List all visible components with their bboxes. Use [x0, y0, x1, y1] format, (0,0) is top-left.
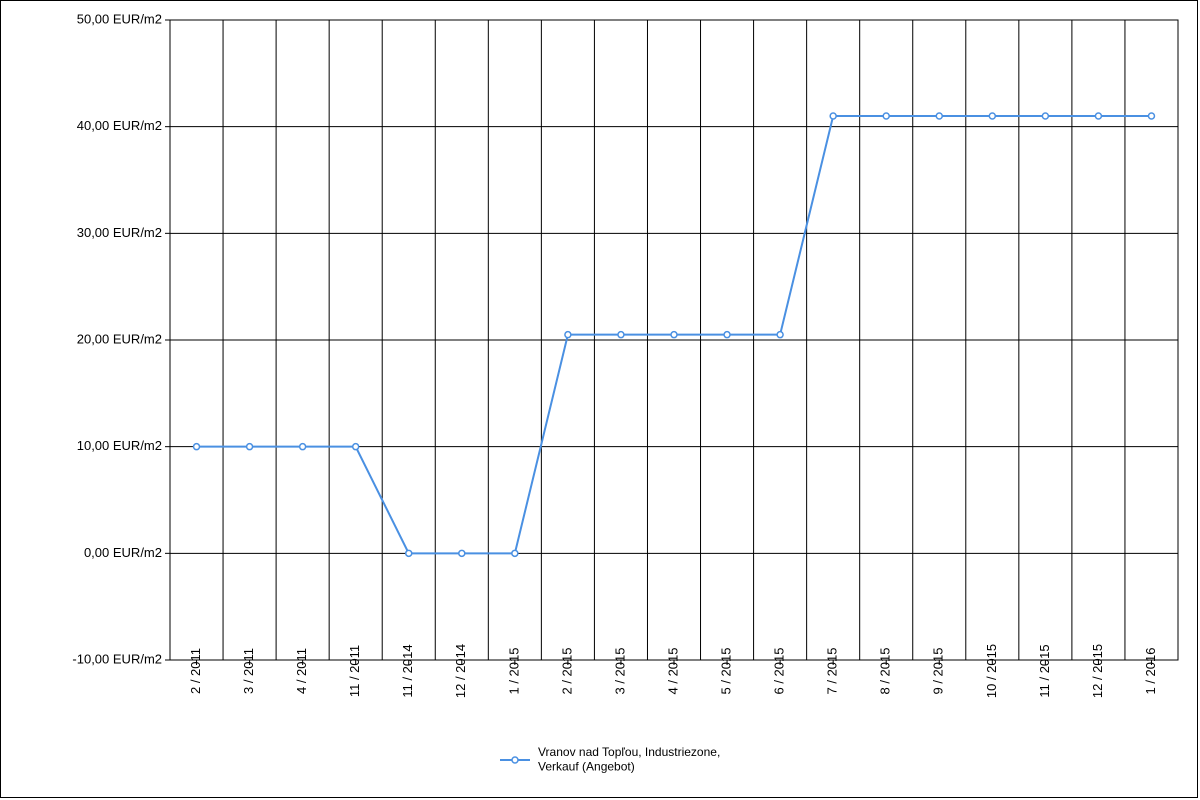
series-marker: [883, 113, 889, 119]
y-tick-label: 20,00 EUR/m2: [77, 331, 162, 346]
y-tick-label: -10,00 EUR/m2: [72, 651, 162, 666]
x-tick-label: 12 / 2014: [453, 644, 468, 698]
x-tick-label: 8 / 2015: [878, 648, 893, 695]
x-tick-label: 4 / 2011: [294, 648, 309, 694]
y-tick-label: 40,00 EUR/m2: [77, 118, 162, 133]
x-tick-label: 1 / 2015: [506, 648, 521, 695]
x-tick-label: 6 / 2015: [772, 648, 787, 695]
series-marker: [1042, 113, 1048, 119]
series-marker: [936, 113, 942, 119]
x-tick-label: 11 / 2014: [400, 644, 415, 697]
x-tick-label: 1 / 2016: [1143, 648, 1158, 695]
line-chart: -10,00 EUR/m2 0,00 EUR/m2 10,00 EUR/m2 20,0…: [0, 0, 1200, 800]
x-tick-label: 5 / 2015: [718, 648, 733, 695]
y-tick-label: 10,00 EUR/m2: [77, 438, 162, 453]
x-tick-label: 3 / 2011: [241, 648, 256, 694]
series-marker: [353, 444, 359, 450]
x-tick-label: 7 / 2015: [825, 648, 840, 695]
x-tick-label: 2 / 2011: [188, 648, 203, 694]
series-marker: [724, 332, 730, 338]
series-marker: [989, 113, 995, 119]
x-tick-label: 9 / 2015: [931, 648, 946, 695]
series-marker: [194, 444, 200, 450]
series-marker: [830, 113, 836, 119]
x-tick-label: 11 / 2011: [347, 645, 362, 697]
series-marker: [247, 444, 253, 450]
series-marker: [671, 332, 677, 338]
series-marker: [459, 550, 465, 556]
legend-marker: [512, 757, 518, 763]
y-tick-label: 30,00 EUR/m2: [77, 225, 162, 240]
series-marker: [300, 444, 306, 450]
series-marker: [1148, 113, 1154, 119]
x-tick-label: 12 / 2015: [1090, 644, 1105, 698]
series-marker: [406, 550, 412, 556]
x-tick-label: 4 / 2015: [665, 648, 680, 695]
series-marker: [618, 332, 624, 338]
series-marker: [565, 332, 571, 338]
x-tick-label: 11 / 2015: [1037, 644, 1052, 697]
x-tick-label: 3 / 2015: [612, 648, 627, 695]
y-tick-label: 50,00 EUR/m2: [77, 11, 162, 26]
x-tick-label: 2 / 2015: [559, 648, 574, 695]
x-tick-label: 10 / 2015: [984, 644, 999, 698]
series-marker: [512, 550, 518, 556]
series-marker: [777, 332, 783, 338]
y-tick-label: 0,00 EUR/m2: [84, 545, 162, 560]
series-marker: [1095, 113, 1101, 119]
legend-label: Vranov nad Topľou, Industriezone,Verkauf…: [538, 745, 720, 773]
